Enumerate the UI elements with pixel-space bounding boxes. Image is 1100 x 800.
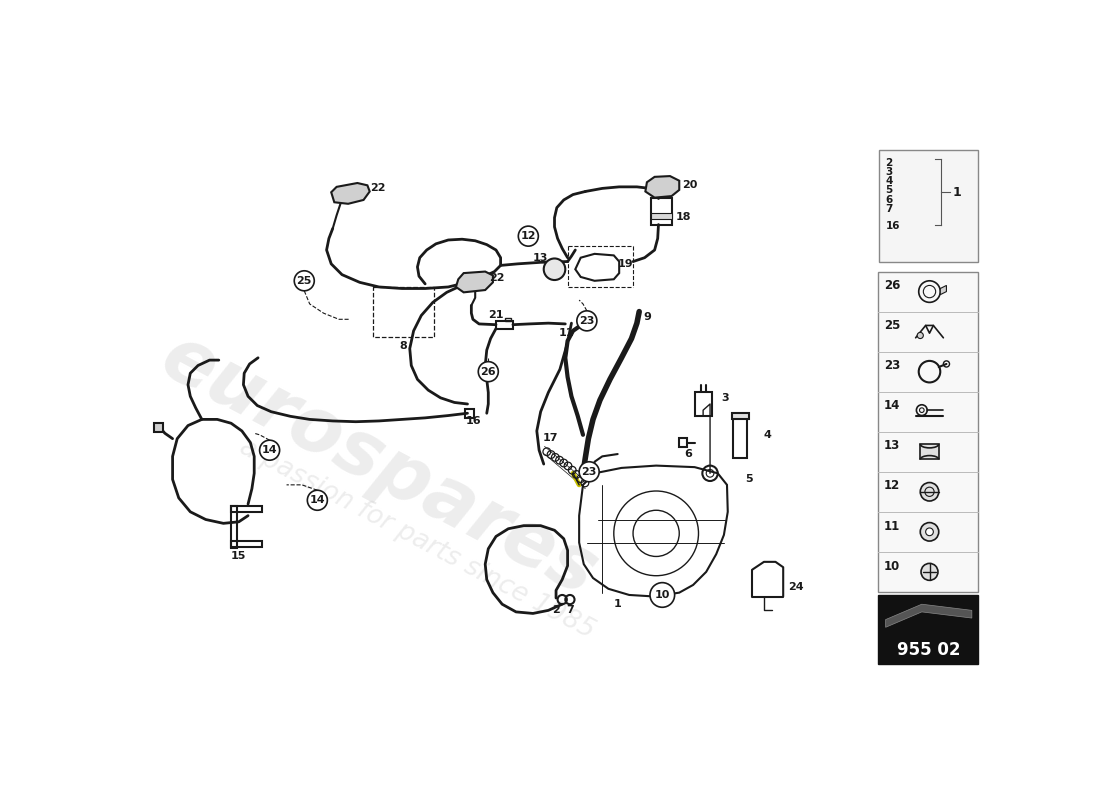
- Bar: [231, 541, 262, 547]
- Circle shape: [917, 332, 923, 338]
- Polygon shape: [455, 271, 493, 292]
- Text: 19: 19: [617, 259, 634, 269]
- Text: 22: 22: [490, 274, 505, 283]
- Text: a passion for parts since 1985: a passion for parts since 1985: [235, 434, 600, 644]
- Text: 16: 16: [465, 416, 481, 426]
- Text: 12: 12: [520, 231, 536, 241]
- Text: 17: 17: [543, 433, 559, 443]
- Circle shape: [543, 258, 565, 280]
- Bar: [732, 414, 749, 419]
- Text: 15: 15: [231, 551, 246, 562]
- Text: 11: 11: [884, 519, 900, 533]
- Text: 26: 26: [481, 366, 496, 377]
- Text: 23: 23: [580, 316, 594, 326]
- Bar: [231, 506, 262, 512]
- Text: 23: 23: [582, 466, 597, 477]
- Text: 2: 2: [552, 606, 560, 615]
- Circle shape: [295, 270, 315, 291]
- Text: 10: 10: [654, 590, 670, 600]
- Circle shape: [478, 362, 498, 382]
- Circle shape: [260, 440, 279, 460]
- Bar: [154, 423, 164, 433]
- Text: 25: 25: [297, 276, 312, 286]
- Bar: [878, 271, 978, 592]
- Text: 1: 1: [953, 186, 960, 198]
- Bar: [496, 321, 513, 329]
- Text: 10: 10: [884, 559, 900, 573]
- Text: 11: 11: [559, 328, 574, 338]
- Text: 13: 13: [534, 253, 548, 262]
- Circle shape: [921, 482, 938, 501]
- Text: 3: 3: [722, 393, 729, 403]
- Circle shape: [921, 563, 938, 580]
- Polygon shape: [646, 176, 680, 198]
- Circle shape: [576, 311, 597, 331]
- Circle shape: [921, 522, 938, 541]
- Circle shape: [518, 226, 538, 246]
- Bar: [231, 506, 238, 548]
- Circle shape: [926, 528, 933, 536]
- Bar: [505, 318, 512, 321]
- Text: 21: 21: [488, 310, 504, 321]
- Text: 955 02: 955 02: [896, 642, 960, 659]
- Text: 4: 4: [886, 176, 893, 186]
- Text: 5: 5: [886, 186, 893, 195]
- Text: 24: 24: [789, 582, 804, 592]
- Text: 12: 12: [884, 479, 900, 493]
- Text: 13: 13: [884, 439, 900, 453]
- Text: 8: 8: [399, 342, 407, 351]
- Bar: [651, 198, 672, 225]
- Text: 14: 14: [262, 445, 277, 455]
- Text: 20: 20: [682, 179, 697, 190]
- Bar: [465, 409, 474, 418]
- Text: 14: 14: [884, 399, 901, 412]
- Text: 23: 23: [884, 359, 900, 372]
- Text: 7: 7: [566, 606, 574, 615]
- Text: 26: 26: [884, 279, 901, 292]
- Text: 5: 5: [745, 474, 752, 485]
- Polygon shape: [886, 604, 972, 627]
- Text: 14: 14: [309, 495, 326, 506]
- Polygon shape: [940, 286, 946, 294]
- Circle shape: [307, 490, 328, 510]
- Bar: [695, 393, 712, 415]
- Text: 7: 7: [886, 204, 893, 214]
- Text: 9: 9: [644, 312, 651, 322]
- Polygon shape: [331, 183, 370, 204]
- Text: 1: 1: [614, 599, 622, 610]
- Text: 25: 25: [884, 319, 901, 332]
- Text: 3: 3: [886, 167, 893, 177]
- Bar: [878, 595, 978, 664]
- Bar: [373, 287, 434, 337]
- Text: 2: 2: [886, 158, 893, 168]
- Bar: [921, 444, 938, 459]
- Text: 6: 6: [684, 449, 692, 459]
- Circle shape: [580, 462, 600, 482]
- Bar: [651, 213, 672, 219]
- Text: 6: 6: [886, 194, 893, 205]
- Bar: [680, 438, 686, 447]
- Text: 18: 18: [675, 212, 691, 222]
- Bar: [733, 415, 747, 458]
- Text: eurospares: eurospares: [148, 320, 609, 611]
- Bar: [880, 150, 978, 262]
- Text: 22: 22: [370, 183, 385, 194]
- Text: 4: 4: [763, 430, 772, 440]
- Text: 16: 16: [886, 221, 900, 230]
- Circle shape: [650, 582, 674, 607]
